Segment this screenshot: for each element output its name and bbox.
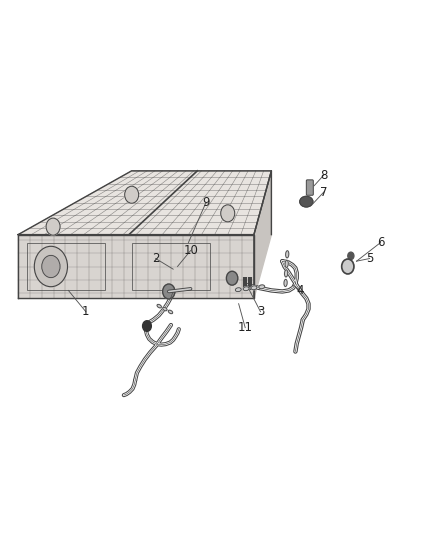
Circle shape [125,186,139,203]
Text: 3: 3 [257,305,264,318]
Ellipse shape [285,270,288,277]
Ellipse shape [284,279,287,287]
Circle shape [348,252,354,260]
Text: 1: 1 [82,305,90,318]
Polygon shape [254,171,272,298]
Ellipse shape [259,285,265,289]
Ellipse shape [157,304,161,308]
Circle shape [162,284,175,299]
Polygon shape [18,235,254,298]
Text: 11: 11 [238,321,253,334]
Circle shape [221,205,235,222]
Ellipse shape [285,260,288,268]
Ellipse shape [300,196,313,207]
Text: 4: 4 [296,284,304,297]
Ellipse shape [162,308,167,311]
Circle shape [42,255,60,278]
Text: 2: 2 [152,252,159,265]
Circle shape [342,259,354,274]
Text: 7: 7 [320,185,328,199]
Ellipse shape [286,251,289,258]
Circle shape [226,271,238,285]
Text: 5: 5 [366,252,373,265]
Circle shape [46,218,60,235]
Text: 9: 9 [202,196,210,209]
FancyBboxPatch shape [306,180,313,195]
Text: 10: 10 [183,244,198,257]
Ellipse shape [168,310,173,314]
Text: 8: 8 [320,168,328,182]
Circle shape [34,246,67,287]
Ellipse shape [251,286,257,290]
Polygon shape [18,171,272,235]
Ellipse shape [235,288,241,292]
Circle shape [143,321,151,332]
Ellipse shape [243,287,249,290]
Text: 6: 6 [377,236,384,249]
